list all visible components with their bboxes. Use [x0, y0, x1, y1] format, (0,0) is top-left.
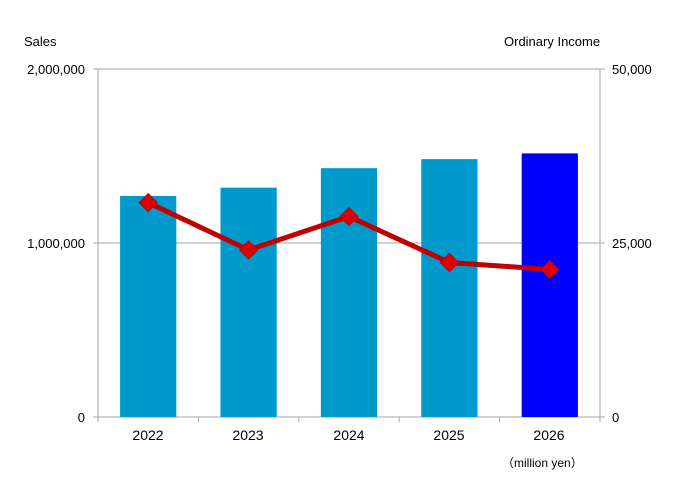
- bar-series: [120, 153, 578, 417]
- sales-bar: [320, 168, 378, 417]
- ordinary-income-marker: [439, 252, 460, 273]
- ordinary-income-marker: [238, 240, 259, 260]
- sales-bar: [220, 187, 277, 417]
- left-tick-label: 2,000,000: [27, 62, 85, 77]
- right-axis-title: Ordinary Income: [504, 34, 601, 49]
- ordinary-income-marker: [339, 206, 359, 227]
- right-tick-label: 0: [612, 410, 620, 425]
- right-tick-label: 25,000: [612, 236, 652, 251]
- sales-bar: [120, 196, 177, 417]
- line-series: [138, 192, 560, 280]
- x-tick-label: 2026: [533, 427, 565, 443]
- x-tick-label: 2025: [433, 427, 465, 443]
- ordinary-income-marker: [138, 192, 158, 213]
- x-tick-label: 2024: [333, 427, 365, 443]
- x-tick-label: 2023: [232, 427, 264, 443]
- unit-note: （million yen）: [502, 456, 583, 470]
- sales-bar: [421, 159, 478, 417]
- left-axis-title: Sales: [24, 34, 57, 49]
- left-tick-label: 1,000,000: [27, 236, 85, 251]
- left-tick-label: 0: [77, 410, 85, 425]
- right-tick-label: 50,000: [612, 62, 652, 77]
- x-tick-label: 2022: [132, 427, 164, 443]
- sales-bar: [521, 153, 578, 417]
- ordinary-income-marker: [540, 259, 560, 280]
